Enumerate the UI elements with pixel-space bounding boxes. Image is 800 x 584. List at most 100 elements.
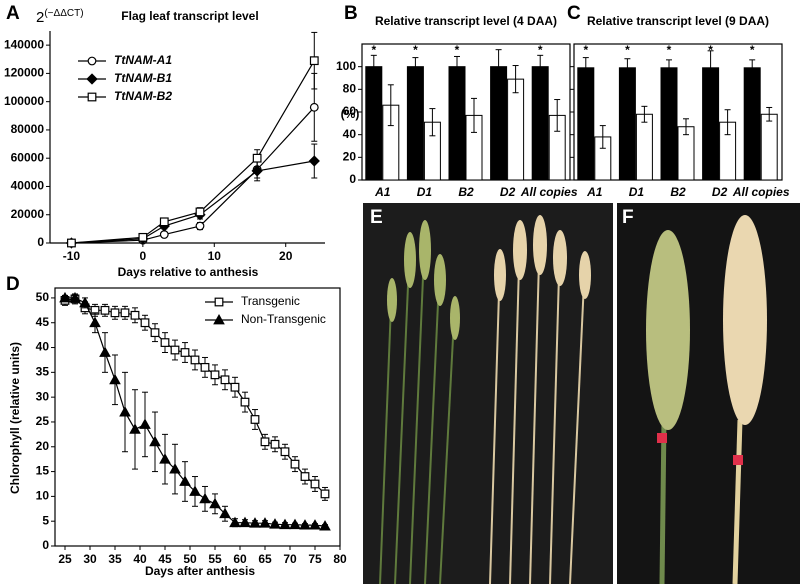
y-tick-label: 45 [36, 315, 50, 329]
y-tick-label: 35 [36, 365, 50, 379]
x-axis-label: Days relative to anthesis [118, 265, 259, 279]
marker [289, 518, 301, 530]
significance-mark: * [750, 43, 755, 57]
significance-mark: * [538, 43, 543, 57]
panel-letter: F [622, 207, 634, 228]
significance-mark: * [708, 43, 713, 57]
x-tick-label: 55 [208, 552, 222, 566]
x-tick-label: All copies [520, 185, 578, 199]
marker [86, 73, 98, 85]
marker [87, 92, 97, 102]
y-tick-label: 20 [36, 439, 50, 453]
y-tick-label: 40 [36, 340, 50, 354]
bar [660, 67, 678, 181]
legend-label: TtNAM-B2 [114, 89, 172, 103]
y-tick-label: 5 [42, 513, 49, 527]
bar [507, 78, 525, 181]
marker [140, 318, 150, 328]
x-tick-label: 30 [83, 552, 97, 566]
marker [251, 165, 263, 177]
marker [300, 472, 310, 481]
y-tick-label: 40 [343, 127, 357, 141]
marker [190, 355, 200, 365]
y-tick-label: 0 [42, 538, 49, 552]
bar [635, 113, 653, 181]
y-tick-label: 60000 [11, 150, 45, 164]
y-tick-label: 15 [36, 464, 50, 478]
y-axis-label: (%) [341, 107, 360, 121]
marker [250, 415, 260, 424]
marker [200, 362, 210, 372]
marker [219, 507, 231, 519]
marker [280, 447, 290, 457]
marker [195, 207, 205, 217]
marker [260, 437, 270, 447]
x-tick-label: B2 [458, 185, 474, 199]
x-tick-label: D2 [500, 185, 516, 199]
marker [130, 310, 140, 320]
marker [110, 308, 120, 318]
y-tick-label: 25 [36, 414, 50, 428]
x-tick-label: A1 [586, 185, 603, 199]
significance-mark: * [667, 43, 672, 57]
marker [189, 485, 201, 496]
x-tick-label: All copies [732, 185, 790, 199]
x-tick-label: 45 [158, 552, 172, 566]
y-tick-label: 20000 [11, 207, 45, 221]
marker [139, 418, 151, 429]
legend-label: Non-Transgenic [241, 312, 326, 326]
x-tick-label: 25 [58, 552, 72, 566]
panel-letter: C [567, 3, 581, 24]
tag [657, 433, 667, 443]
marker [79, 296, 91, 308]
green-stem [659, 419, 667, 584]
green-heads [387, 220, 460, 340]
photo-background [363, 203, 613, 584]
x-tick-label: 0 [140, 249, 147, 263]
legend-label: TtNAM-B1 [114, 71, 172, 85]
green-stems [379, 229, 456, 584]
marker [100, 305, 110, 315]
marker [249, 517, 261, 528]
series-line [71, 60, 315, 244]
y-tick-label: 30 [36, 389, 50, 403]
panel-letter: A [6, 3, 20, 24]
y-tick-label: 20 [343, 150, 357, 164]
x-tick-label: 20 [279, 249, 293, 263]
photo-background [617, 203, 800, 584]
marker [159, 453, 171, 464]
marker [138, 232, 148, 242]
y-tick-label: 100 [336, 59, 356, 73]
bar [760, 113, 778, 181]
marker [199, 492, 211, 504]
marker [309, 102, 319, 112]
marker [310, 479, 320, 489]
panel-letter: D [6, 274, 20, 295]
x-tick-label: -10 [63, 249, 81, 263]
x-tick-label: 50 [183, 552, 197, 566]
chart-title: Flag leaf transcript level [121, 9, 258, 23]
chart-title: Relative transcript level (4 DAA) [375, 14, 557, 28]
marker [149, 435, 161, 447]
marker [320, 489, 330, 499]
marker [99, 346, 111, 357]
marker [179, 475, 191, 486]
marker [252, 153, 262, 163]
x-tick-label: 10 [208, 249, 222, 263]
marker [229, 516, 241, 528]
significance-mark: * [583, 43, 588, 57]
bar [406, 66, 424, 181]
marker [214, 297, 224, 307]
bar [448, 66, 466, 181]
x-tick-label: 60 [233, 552, 247, 566]
marker [67, 238, 76, 248]
photo-f: F [617, 203, 800, 584]
marker [220, 375, 230, 385]
marker [240, 397, 250, 407]
marker [69, 291, 81, 303]
plot-frame [54, 287, 341, 547]
marker [160, 338, 170, 347]
marker [213, 313, 225, 325]
